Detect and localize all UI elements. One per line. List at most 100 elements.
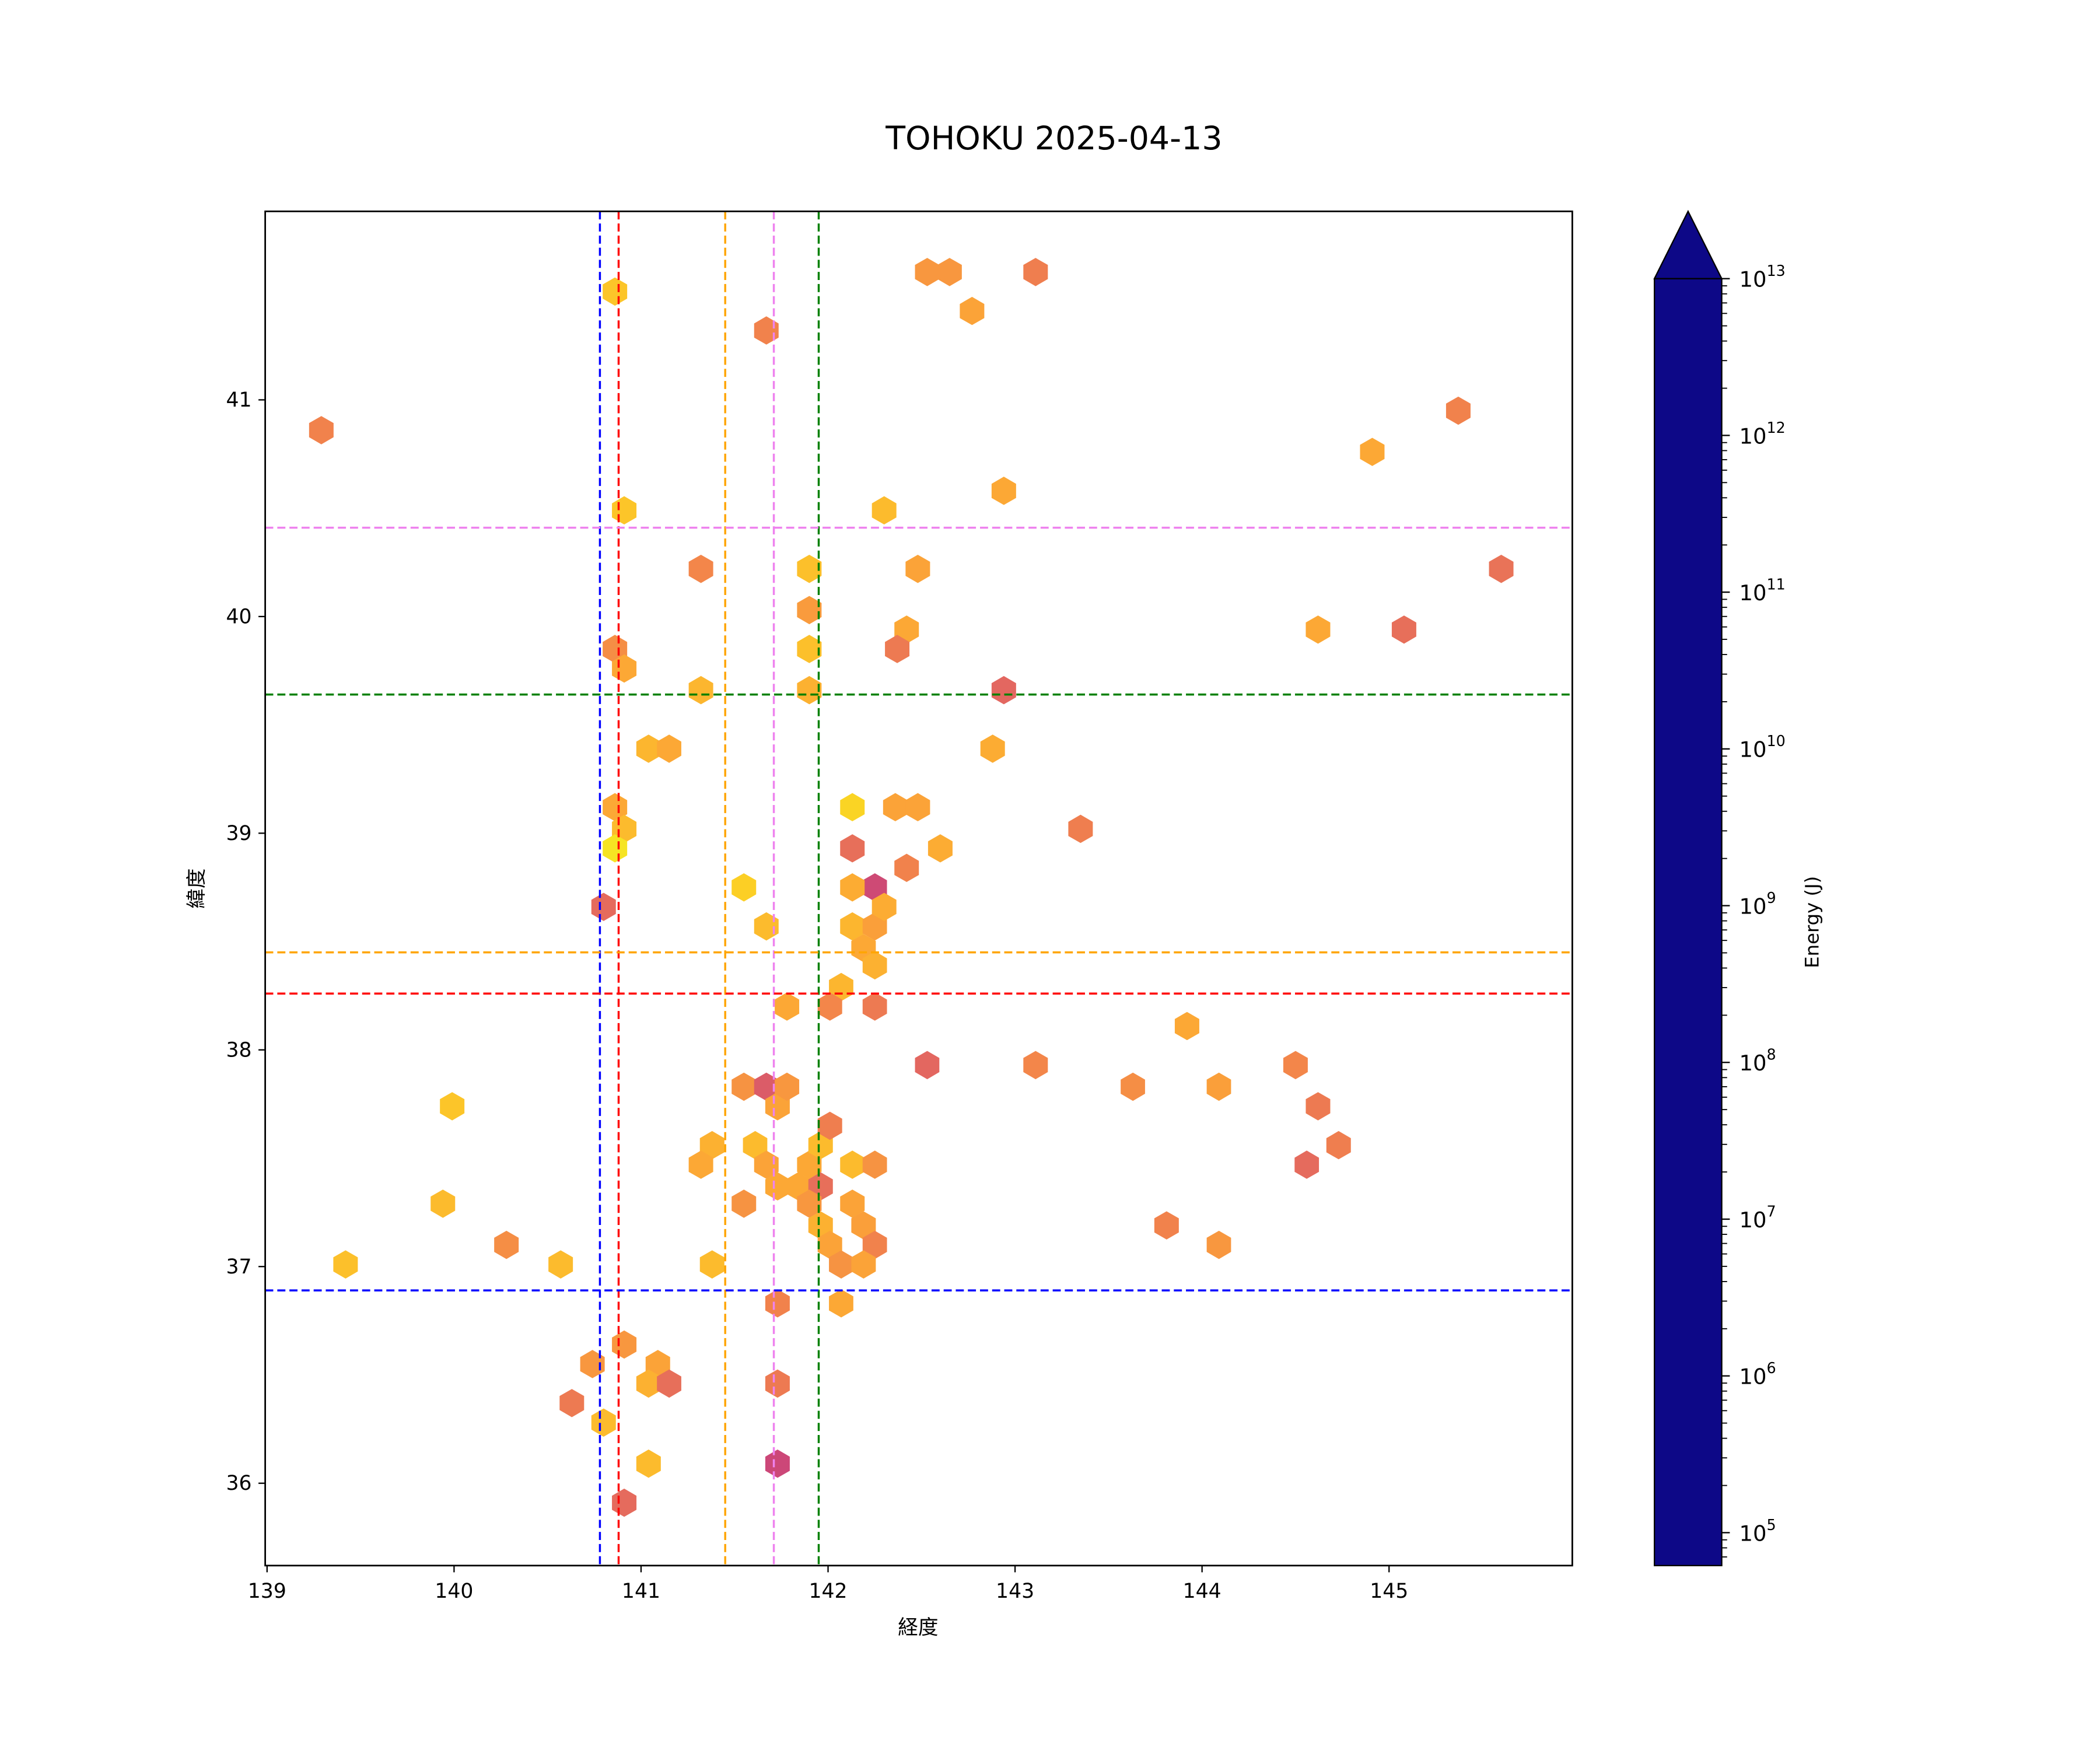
hexbin-cell xyxy=(808,1211,833,1240)
hexbin-cell xyxy=(1306,615,1331,644)
chart-title: TOHOKU 2025-04-13 xyxy=(885,120,1222,158)
plot-area xyxy=(265,211,1573,1566)
hexbin-cell xyxy=(840,873,865,902)
hexbin-cell xyxy=(765,1289,790,1318)
hexbin-cell xyxy=(915,258,940,286)
hexbin-cell xyxy=(797,676,822,705)
hexbin-cell xyxy=(797,1150,822,1179)
hexbin-cell xyxy=(894,853,919,882)
colorbar-tick-label: 106 xyxy=(1740,1359,1776,1389)
hexbin-cell xyxy=(872,496,897,525)
hexbin-cell xyxy=(991,477,1016,505)
hexbin-cell xyxy=(840,1150,865,1179)
hexbin-cell xyxy=(657,734,681,763)
hexbin-cell xyxy=(1294,1150,1320,1179)
hexbin-cell xyxy=(851,1250,876,1279)
hexbin-cell xyxy=(862,992,887,1021)
hexbin-cell xyxy=(494,1230,519,1259)
hexbin-cell xyxy=(699,1250,724,1279)
hexbin-cell xyxy=(872,892,897,921)
hexbin-cell xyxy=(840,834,865,863)
hexbin-cell xyxy=(636,1369,661,1398)
colorbar-tick-label: 1012 xyxy=(1740,419,1786,449)
hexbin-cells xyxy=(309,258,1514,1517)
hexbin-cell xyxy=(333,1250,358,1279)
hexbin-cell xyxy=(1206,1072,1231,1101)
hexbin-cell xyxy=(851,1211,876,1240)
hexbin-cell xyxy=(636,1449,661,1478)
hexbin-cell xyxy=(612,496,637,525)
x-tick-label: 140 xyxy=(435,1580,473,1603)
hexbin-cell xyxy=(699,1130,724,1160)
hexbin-cell xyxy=(754,1072,779,1101)
hexbin-cell xyxy=(1023,258,1048,286)
x-tick-label: 144 xyxy=(1183,1580,1222,1603)
y-axis: 36 37 38 39 40 41 xyxy=(226,388,265,1495)
hexbin-cell xyxy=(591,892,616,921)
colorbar-tick-label: 1011 xyxy=(1740,576,1786,606)
hexbin-cell xyxy=(960,296,985,326)
hexbin-cell xyxy=(1154,1211,1179,1240)
colorbar-tick-label: 105 xyxy=(1740,1516,1776,1546)
hexbin-cell xyxy=(1489,555,1514,583)
hexbin-cell xyxy=(797,596,822,625)
hexbin-cell xyxy=(862,1230,887,1259)
hexbin-cell xyxy=(743,1130,768,1160)
hexbin-cell xyxy=(797,1189,822,1218)
hexbin-cell xyxy=(732,1072,757,1101)
hexbin-cell xyxy=(754,316,779,345)
x-tick-label: 141 xyxy=(622,1580,660,1603)
colorbar-tick-label: 109 xyxy=(1740,889,1776,919)
colorbar-tick-exponent: 7 xyxy=(1767,1202,1776,1220)
hexbin-cell xyxy=(657,1369,681,1398)
hexbin-cell xyxy=(829,1250,853,1279)
hexbin-cell xyxy=(765,1092,790,1121)
y-tick-label: 40 xyxy=(226,605,251,628)
hexbin-cell xyxy=(688,1150,713,1179)
colorbar-tick-exponent: 5 xyxy=(1767,1516,1776,1534)
colorbar-extend-arrow xyxy=(1653,209,1723,279)
hexbin-cell xyxy=(883,793,908,821)
hexbin-cell xyxy=(840,793,865,821)
reference-lines xyxy=(265,211,1573,1566)
hexbin-cell xyxy=(840,1189,865,1218)
hexbin-cell xyxy=(430,1189,456,1218)
hexbin-cell xyxy=(440,1092,465,1121)
hexbin-cell xyxy=(862,912,887,941)
hexbin-cell xyxy=(775,992,800,1021)
hexbin-cell xyxy=(817,1230,842,1259)
colorbar-gradient xyxy=(1654,278,1723,1566)
hexbin-cell xyxy=(603,793,628,821)
colorbar-tick-exponent: 13 xyxy=(1767,262,1786,279)
hexbin-cell xyxy=(645,1350,670,1378)
hexbin-cell xyxy=(808,1130,833,1160)
hexbin-cell xyxy=(603,635,628,663)
hexbin-cell xyxy=(603,277,628,306)
axes-frame xyxy=(264,210,1573,1567)
hexbin-cell xyxy=(937,258,962,286)
hexbin-cell xyxy=(817,992,842,1021)
y-tick-label: 38 xyxy=(226,1038,251,1062)
hexbin-cell xyxy=(894,615,919,644)
hexbin-cell xyxy=(309,416,334,444)
hexbin-cell xyxy=(1446,396,1471,425)
hexbin-cell xyxy=(991,676,1016,705)
hexbin-cell xyxy=(732,1189,757,1218)
hexbin-cell xyxy=(797,635,822,663)
x-axis-label: 経度 xyxy=(898,1616,938,1640)
hexbin-cell xyxy=(1174,1012,1199,1041)
colorbar-tick-label: 107 xyxy=(1740,1202,1776,1232)
y-tick-label: 37 xyxy=(226,1255,251,1279)
y-axis-label: 緯度 xyxy=(185,868,208,908)
hexbin-cell xyxy=(862,951,887,980)
hexbin-cell xyxy=(612,1330,637,1359)
hexbin-cell xyxy=(1283,1051,1308,1080)
hexbin-cell xyxy=(928,834,953,863)
colorbar-tick-exponent: 10 xyxy=(1767,732,1786,750)
hexbin-cell xyxy=(1121,1072,1145,1101)
hexbin-cell xyxy=(636,734,661,763)
x-tick-label: 143 xyxy=(996,1580,1034,1603)
x-tick-label: 142 xyxy=(808,1580,847,1603)
